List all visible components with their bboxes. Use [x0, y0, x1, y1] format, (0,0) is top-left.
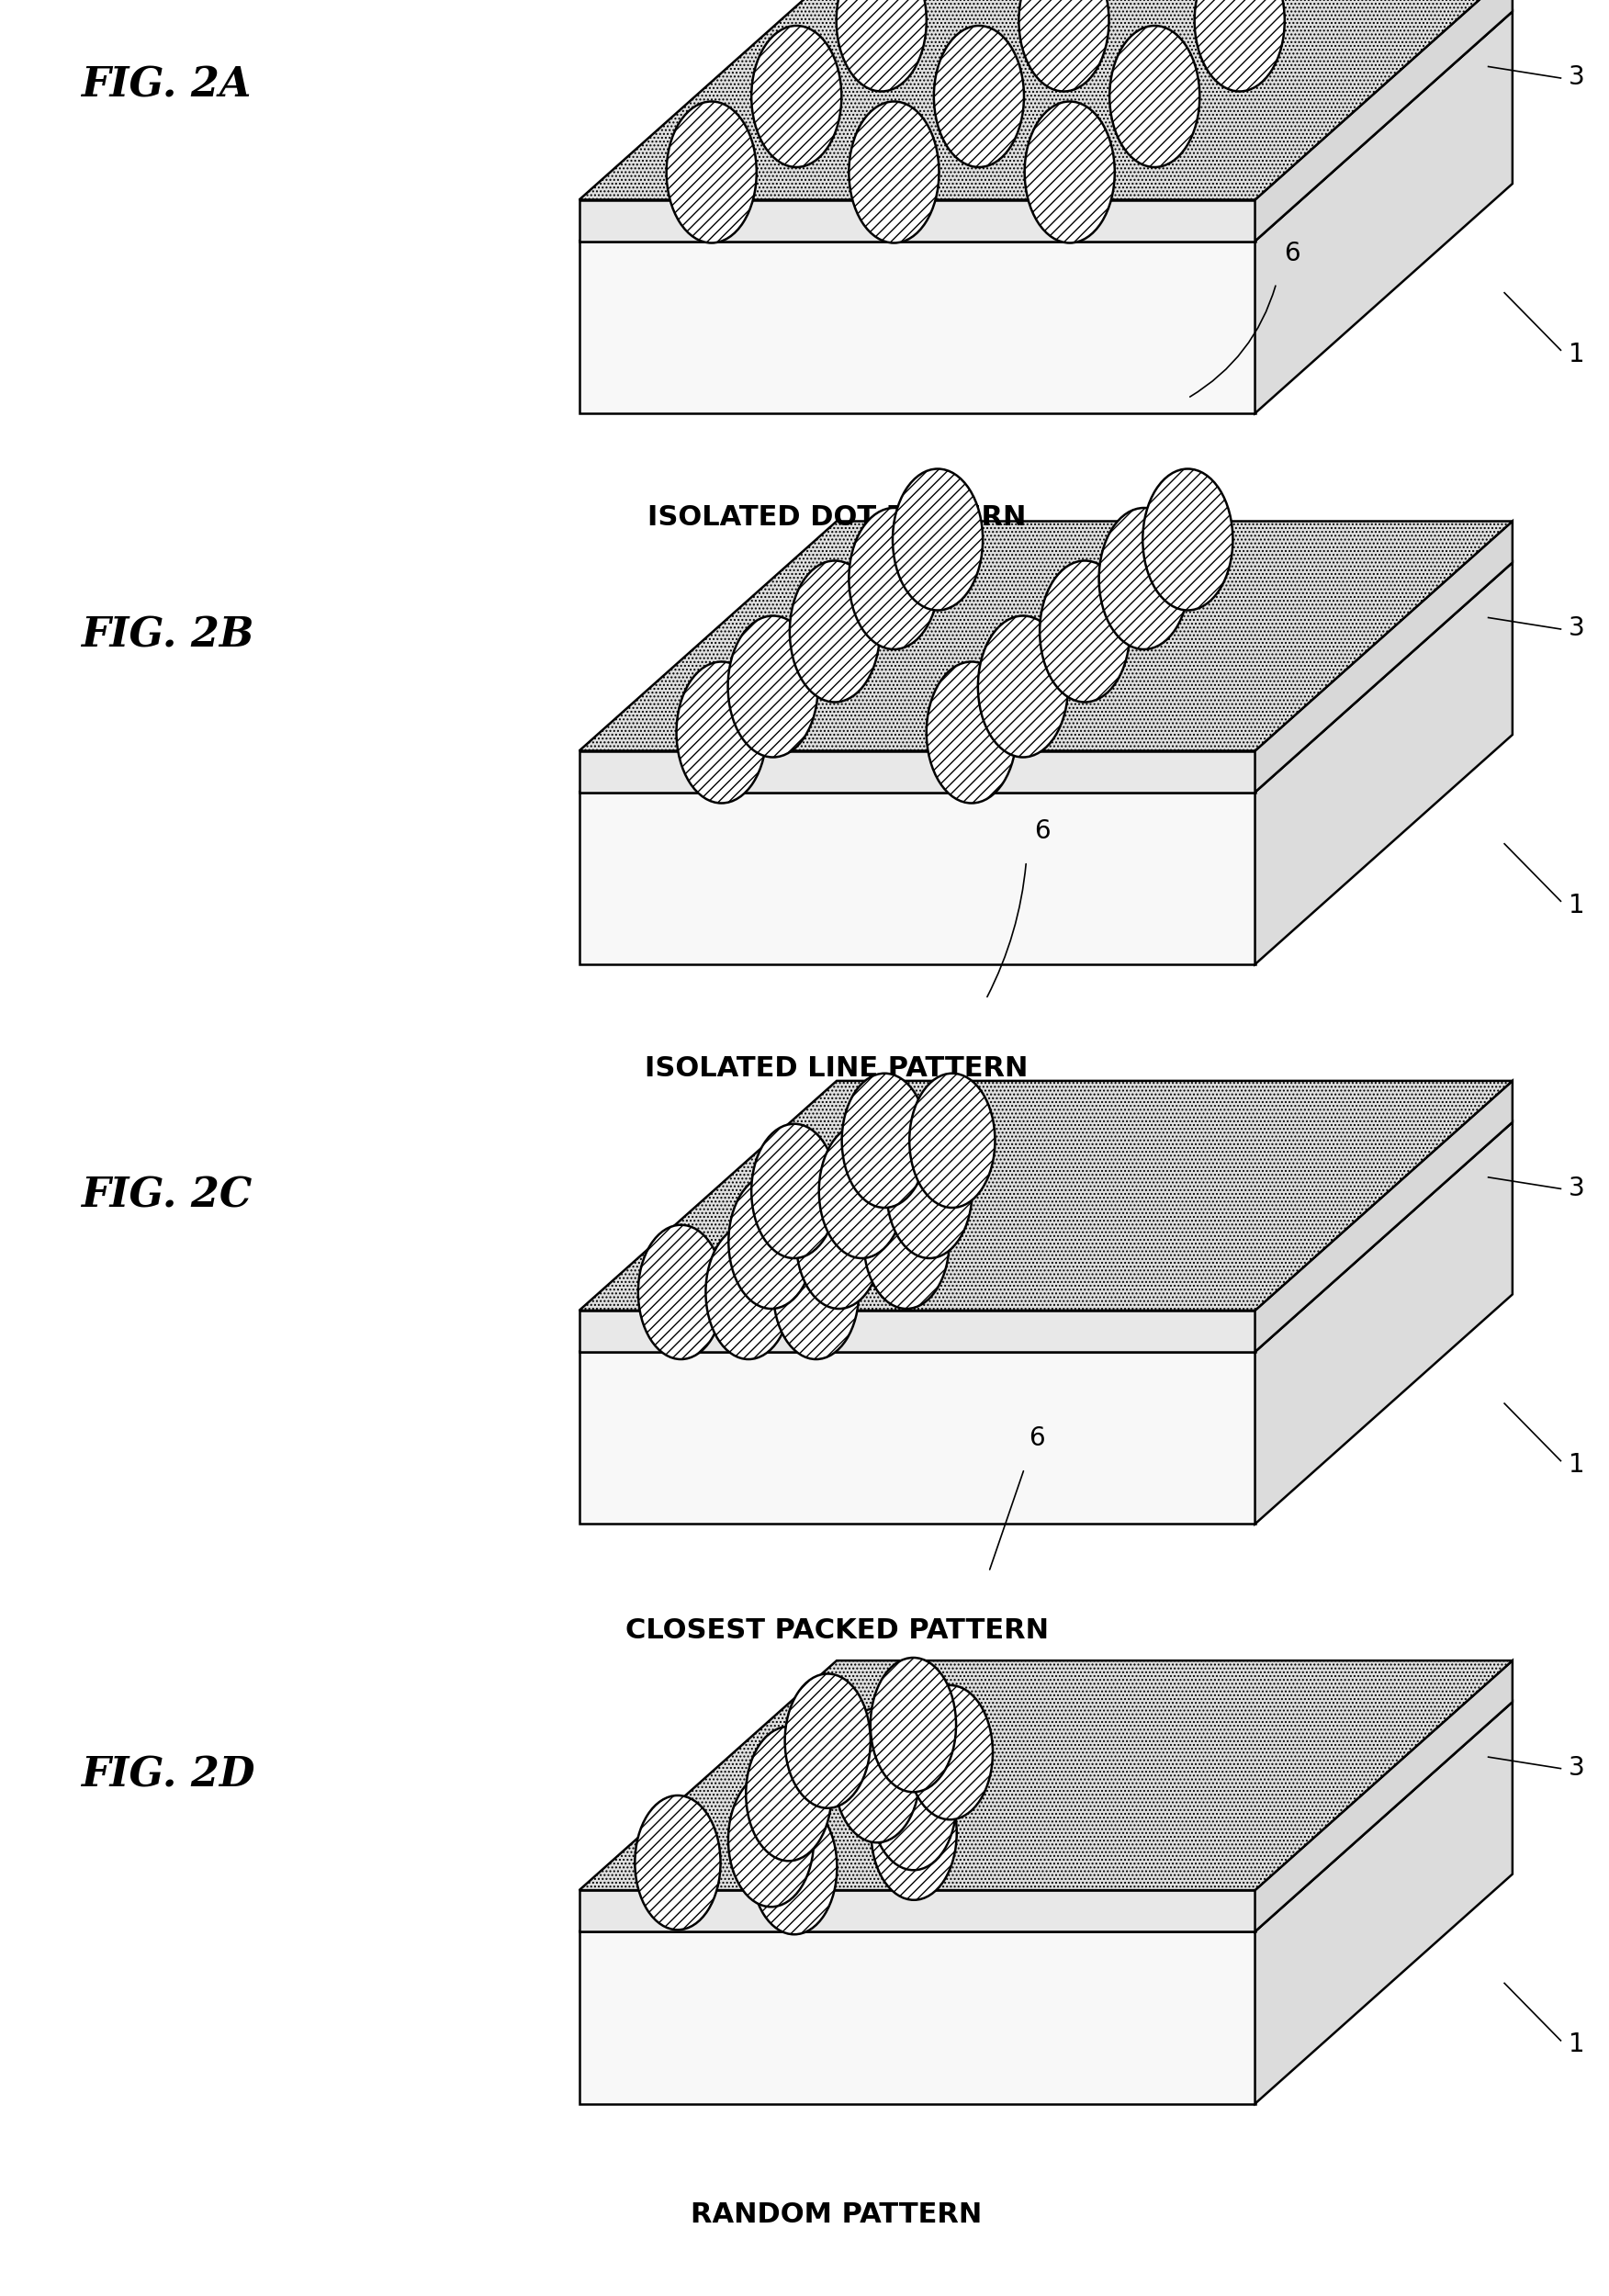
Ellipse shape	[729, 1173, 814, 1309]
Ellipse shape	[837, 0, 927, 92]
Ellipse shape	[636, 1795, 721, 1931]
Ellipse shape	[790, 560, 880, 703]
Polygon shape	[1255, 521, 1512, 792]
Polygon shape	[579, 241, 1255, 413]
Text: CLOSEST PACKED PATTERN: CLOSEST PACKED PATTERN	[624, 1616, 1049, 1644]
Ellipse shape	[870, 1736, 956, 1871]
Polygon shape	[579, 1352, 1255, 1525]
Polygon shape	[579, 563, 1512, 792]
Ellipse shape	[850, 101, 940, 243]
Ellipse shape	[727, 615, 817, 758]
Text: RANDOM PATTERN: RANDOM PATTERN	[690, 2202, 983, 2227]
Ellipse shape	[676, 661, 766, 804]
Text: ISOLATED DOT PATTERN: ISOLATED DOT PATTERN	[647, 505, 1027, 530]
Text: FIG. 2D: FIG. 2D	[80, 1756, 254, 1795]
Ellipse shape	[887, 1123, 972, 1258]
Polygon shape	[579, 1081, 1512, 1311]
Text: FIG. 2C: FIG. 2C	[80, 1176, 251, 1215]
Text: 3: 3	[1569, 615, 1585, 641]
Polygon shape	[579, 1931, 1255, 2103]
Ellipse shape	[796, 1173, 882, 1309]
Text: 1: 1	[1569, 342, 1585, 367]
Polygon shape	[579, 1123, 1512, 1352]
Polygon shape	[579, 792, 1255, 964]
Ellipse shape	[1142, 468, 1232, 611]
Ellipse shape	[909, 1072, 994, 1208]
Ellipse shape	[933, 25, 1023, 168]
Text: 1: 1	[1569, 2032, 1585, 2057]
Ellipse shape	[706, 1224, 792, 1359]
Ellipse shape	[870, 1658, 956, 1793]
Ellipse shape	[850, 507, 940, 650]
Ellipse shape	[1110, 25, 1200, 168]
Polygon shape	[1255, 11, 1512, 413]
Ellipse shape	[729, 1773, 814, 1908]
Ellipse shape	[833, 1708, 920, 1844]
Ellipse shape	[870, 1766, 957, 1901]
Polygon shape	[579, 1311, 1255, 1352]
Ellipse shape	[774, 1224, 859, 1359]
Polygon shape	[579, 0, 1512, 200]
Polygon shape	[1255, 1123, 1512, 1525]
Ellipse shape	[1018, 0, 1109, 92]
Polygon shape	[1255, 1081, 1512, 1352]
Ellipse shape	[842, 1072, 927, 1208]
Text: FIG. 2B: FIG. 2B	[80, 615, 254, 657]
Ellipse shape	[893, 468, 983, 611]
Polygon shape	[1255, 1660, 1512, 1931]
Polygon shape	[579, 751, 1255, 792]
Ellipse shape	[1194, 0, 1284, 92]
Polygon shape	[579, 1701, 1512, 1931]
Text: 6: 6	[1284, 241, 1300, 266]
Polygon shape	[579, 1890, 1255, 1931]
Polygon shape	[579, 1660, 1512, 1890]
Text: 3: 3	[1569, 1176, 1585, 1201]
Ellipse shape	[666, 101, 756, 243]
Ellipse shape	[639, 1224, 724, 1359]
Ellipse shape	[785, 1674, 870, 1809]
Polygon shape	[579, 11, 1512, 241]
Ellipse shape	[747, 1727, 832, 1862]
Ellipse shape	[978, 615, 1068, 758]
Ellipse shape	[751, 1123, 837, 1258]
Polygon shape	[579, 200, 1255, 241]
Text: 3: 3	[1569, 1754, 1585, 1782]
Polygon shape	[579, 521, 1512, 751]
Ellipse shape	[927, 661, 1017, 804]
Text: FIG. 2A: FIG. 2A	[80, 64, 251, 106]
Polygon shape	[1255, 563, 1512, 964]
Ellipse shape	[864, 1173, 949, 1309]
Text: 3: 3	[1569, 64, 1585, 90]
Text: ISOLATED LINE PATTERN: ISOLATED LINE PATTERN	[645, 1056, 1028, 1081]
Ellipse shape	[751, 25, 842, 168]
Ellipse shape	[907, 1685, 993, 1821]
Text: 6: 6	[1030, 1426, 1046, 1451]
Text: 1: 1	[1569, 893, 1585, 918]
Ellipse shape	[819, 1123, 904, 1258]
Polygon shape	[1255, 0, 1512, 241]
Ellipse shape	[1025, 101, 1115, 243]
Text: 1: 1	[1569, 1451, 1585, 1479]
Polygon shape	[1255, 1701, 1512, 2103]
Ellipse shape	[751, 1800, 837, 1936]
Ellipse shape	[1039, 560, 1130, 703]
Ellipse shape	[1099, 507, 1189, 650]
Text: 6: 6	[1035, 817, 1051, 845]
